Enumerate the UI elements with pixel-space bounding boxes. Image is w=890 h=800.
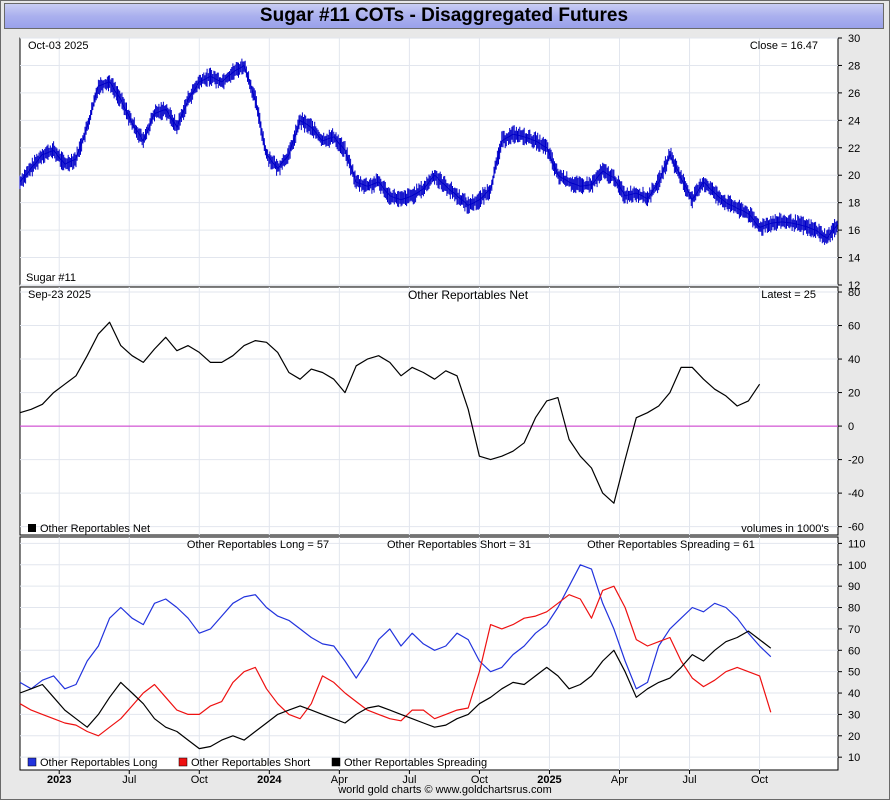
positions-panel-background <box>19 536 839 771</box>
x-tick-label: Oct <box>191 774 208 786</box>
chart-title: Sugar #11 COTs - Disaggregated Futures <box>4 3 884 29</box>
y-tick-label: 20 <box>848 388 860 400</box>
net-legend-swatch <box>28 524 36 532</box>
short-line <box>19 585 772 737</box>
legend-short-label: Other Reportables Short <box>191 757 310 769</box>
net-panel-title: Other Reportables Net <box>408 288 529 302</box>
positions-grid <box>20 537 838 770</box>
spreading-line <box>19 630 772 750</box>
x-tick-label: Jul <box>402 774 416 786</box>
y-tick-label: 80 <box>848 287 860 299</box>
legend-short-swatch <box>178 757 188 767</box>
net-latest-readout: Latest = 25 <box>761 289 816 301</box>
short-latest-readout: Other Reportables Short = 31 <box>387 539 531 551</box>
x-tick-label: Oct <box>751 774 768 786</box>
y-tick-label: 26 <box>848 88 860 100</box>
time-x-axis: 2023 Jul Oct 2024 Apr Jul Oct 2025 Apr Jul Oct <box>47 770 768 786</box>
y-tick-label: 12 <box>848 280 860 292</box>
price-series-label: Sugar #11 <box>26 272 76 284</box>
y-tick-label: 60 <box>848 321 860 333</box>
y-tick-label: 90 <box>848 581 860 593</box>
x-tick-label: Apr <box>611 774 628 786</box>
net-units-note: volumes in 1000's <box>741 523 829 535</box>
y-tick-label: 20 <box>848 731 860 743</box>
net-date-label: Sep-23 2025 <box>28 289 91 301</box>
legend-spreading-swatch <box>331 757 341 767</box>
y-tick-label: 14 <box>848 253 860 265</box>
x-tick-label: 2023 <box>47 774 71 786</box>
y-tick-label: 50 <box>848 667 860 679</box>
x-tick-label: Jul <box>122 774 136 786</box>
y-tick-label: 30 <box>848 709 860 721</box>
y-tick-label: 16 <box>848 225 860 237</box>
price-grid <box>20 37 838 286</box>
price-panel: 12 14 16 18 20 22 24 26 28 30 Oct-03 2025 Close =… <box>19 33 860 292</box>
net-panel: -60 -40 -20 0 20 40 60 80 Sep-23 2025 Other Rep… <box>19 286 864 536</box>
x-tick-label: Oct <box>471 774 488 786</box>
y-tick-label: -40 <box>848 488 864 500</box>
y-tick-label: 30 <box>848 33 860 45</box>
y-tick-label: 80 <box>848 603 860 615</box>
y-tick-label: 22 <box>848 143 860 155</box>
y-tick-label: 28 <box>848 60 860 72</box>
legend-long-swatch <box>27 757 37 767</box>
price-close-readout: Close = 16.47 <box>750 40 818 52</box>
y-tick-label: 40 <box>848 354 860 366</box>
y-tick-label: 20 <box>848 170 860 182</box>
price-y-axis: 12 14 16 18 20 22 24 26 28 30 <box>838 33 860 292</box>
y-tick-label: 10 <box>848 752 860 764</box>
net-legend-label: Other Reportables Net <box>40 523 150 535</box>
positions-panel: 10 20 30 40 50 60 70 80 90 100 110 Other Reportabl… <box>19 536 866 786</box>
net-panel-background <box>19 286 839 536</box>
long-latest-readout: Other Reportables Long = 57 <box>187 539 329 551</box>
net-y-axis: -60 -40 -20 0 20 40 60 80 <box>838 287 864 534</box>
y-tick-label: 110 <box>848 538 866 550</box>
y-tick-label: 18 <box>848 198 860 210</box>
y-tick-label: -60 <box>848 522 864 534</box>
positions-legend: Other Reportables Long Other Reportables … <box>27 757 487 769</box>
positions-y-axis: 10 20 30 40 50 60 70 80 90 100 110 <box>838 538 866 764</box>
net-line <box>19 321 761 504</box>
price-panel-background <box>19 37 839 286</box>
long-line <box>19 564 772 690</box>
x-tick-label: Jul <box>682 774 696 786</box>
x-tick-label: 2024 <box>257 774 282 786</box>
price-date-label: Oct-03 2025 <box>28 40 89 52</box>
y-tick-label: 70 <box>848 624 860 636</box>
y-tick-label: 60 <box>848 645 860 657</box>
y-tick-label: -20 <box>848 455 864 467</box>
y-tick-label: 24 <box>848 115 860 127</box>
y-tick-label: 100 <box>848 560 866 572</box>
y-tick-label: 0 <box>848 421 854 433</box>
spreading-latest-readout: Other Reportables Spreading = 61 <box>587 539 755 551</box>
x-tick-label: 2025 <box>537 774 561 786</box>
source-credit: world gold charts © www.goldchartsrus.co… <box>338 784 552 796</box>
y-tick-label: 40 <box>848 688 860 700</box>
legend-long-label: Other Reportables Long <box>40 757 157 769</box>
legend-spreading-label: Other Reportables Spreading <box>344 757 487 769</box>
price-line <box>19 64 839 239</box>
x-tick-label: Apr <box>331 774 348 786</box>
